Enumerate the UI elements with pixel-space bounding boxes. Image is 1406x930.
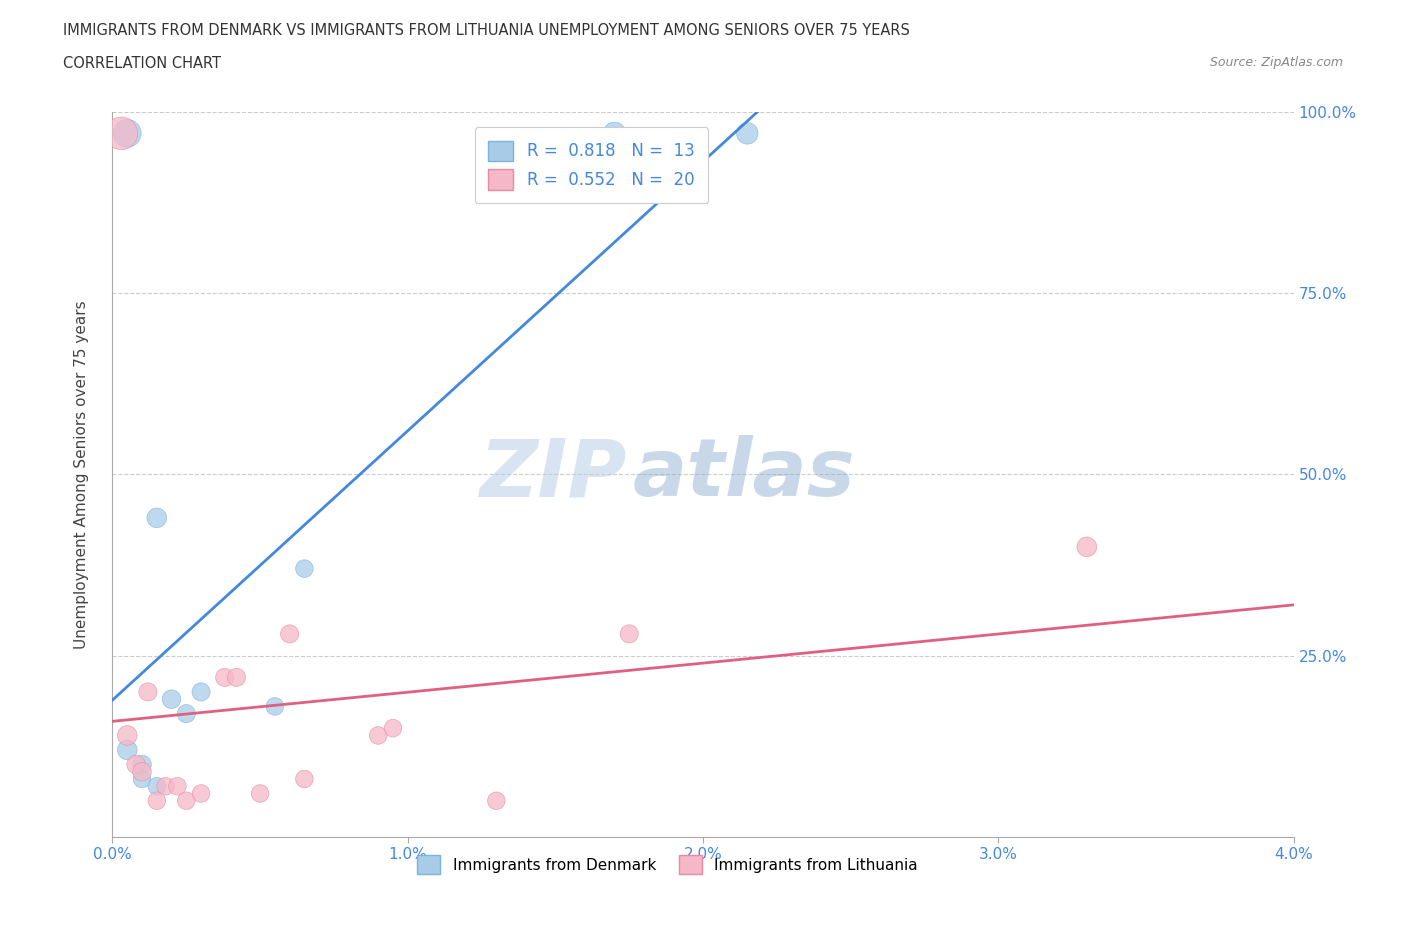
Point [382,721,405,736]
Point [174,706,197,721]
Point [264,699,287,714]
Legend: Immigrants from Denmark, Immigrants from Lithuania: Immigrants from Denmark, Immigrants from… [412,849,924,880]
Point [110,126,132,140]
Text: ZIP: ZIP [479,435,626,513]
Y-axis label: Unemployment Among Seniors over 75 years: Unemployment Among Seniors over 75 years [75,300,89,648]
Point [292,561,315,576]
Point [146,778,169,793]
Point [160,692,183,707]
Point [117,728,138,743]
Point [146,793,169,808]
Text: IMMIGRANTS FROM DENMARK VS IMMIGRANTS FROM LITHUANIA UNEMPLOYMENT AMONG SENIORS : IMMIGRANTS FROM DENMARK VS IMMIGRANTS FR… [63,23,910,38]
Point [174,793,197,808]
Point [131,757,153,772]
Text: CORRELATION CHART: CORRELATION CHART [63,56,221,71]
Point [619,627,641,642]
Point [190,786,212,801]
Point [485,793,508,808]
Point [278,627,301,642]
Point [190,684,212,699]
Point [737,126,759,140]
Point [166,778,188,793]
Point [367,728,389,743]
Point [146,511,169,525]
Text: Source: ZipAtlas.com: Source: ZipAtlas.com [1209,56,1343,69]
Point [117,742,138,757]
Point [125,757,148,772]
Point [155,778,177,793]
Point [249,786,271,801]
Point [136,684,159,699]
Point [131,772,153,787]
Text: atlas: atlas [633,435,855,513]
Point [214,670,236,684]
Point [117,126,138,140]
Point [603,126,626,140]
Point [292,772,315,787]
Point [131,764,153,779]
Point [225,670,247,684]
Point [1076,539,1098,554]
